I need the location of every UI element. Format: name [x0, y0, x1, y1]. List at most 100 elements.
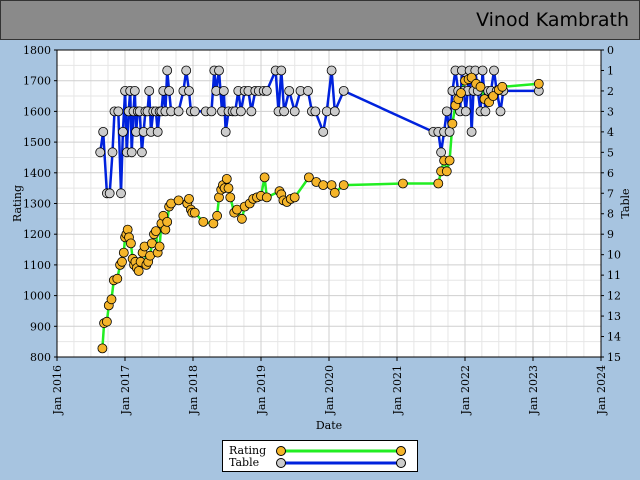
table-point [152, 126, 163, 137]
rating-point [441, 166, 452, 177]
table-point [495, 106, 506, 117]
chart-legend: Rating Table [222, 440, 418, 472]
table-point [444, 126, 455, 137]
rating-point [198, 216, 209, 227]
y-tick-label: 1700 [23, 75, 51, 88]
rating-point [318, 180, 329, 191]
table-point [129, 86, 140, 96]
y2-tick-label: 7 [607, 187, 614, 200]
table-point [113, 106, 124, 117]
table-point [441, 106, 452, 117]
rating-point [444, 155, 455, 166]
legend-swatch-table [276, 458, 406, 468]
y-tick-label: 1800 [23, 44, 51, 57]
rating-point [397, 178, 408, 189]
rating-point [261, 192, 272, 203]
rating-point [338, 180, 349, 191]
rating-point [433, 178, 444, 189]
table-point [98, 126, 109, 137]
y-tick-label: 800 [30, 351, 51, 364]
x-tick-label: Jan 2020 [323, 365, 336, 416]
y2-tick-label: 5 [607, 146, 614, 159]
rating-point [259, 172, 270, 183]
y-tick-label: 900 [30, 320, 51, 333]
table-point [107, 147, 118, 158]
y2-axis-title: Table [619, 188, 632, 218]
table-point [310, 106, 321, 117]
table-point [489, 65, 499, 76]
table-point [480, 106, 491, 117]
table-point [246, 106, 257, 117]
y2-tick-label: 4 [607, 126, 614, 139]
y2-tick-label: 9 [607, 228, 614, 241]
table-point [218, 86, 229, 96]
y-tick-label: 1000 [23, 290, 51, 303]
legend-label-table: Table [229, 456, 260, 469]
rating-point [102, 316, 112, 327]
legend-label-rating: Rating [229, 444, 267, 457]
table-point [329, 106, 340, 117]
rating-point [475, 81, 486, 92]
table-point [279, 106, 290, 117]
rating-point [236, 213, 247, 224]
x-tick-label: Jan 2024 [595, 365, 608, 416]
table-point [184, 86, 194, 96]
y2-tick-label: 1 [607, 64, 614, 77]
header-bar: Vinod Kambrath [0, 0, 640, 40]
x-tick-label: Jan 2016 [51, 365, 64, 416]
table-point [136, 147, 147, 158]
x-tick-label: Jan 2023 [527, 365, 540, 416]
rating-point [117, 256, 127, 267]
y2-tick-label: 15 [607, 351, 621, 364]
rating-point [150, 226, 161, 237]
table-point [466, 126, 477, 137]
rating-point [533, 78, 544, 89]
table-point [181, 65, 192, 76]
table-point [338, 86, 349, 96]
rating-point [118, 247, 129, 258]
y2-tick-label: 0 [607, 44, 614, 57]
x-tick-label: Jan 2018 [187, 365, 200, 416]
rating-point [112, 273, 123, 284]
y-tick-label: 1200 [23, 228, 51, 241]
x-tick-label: Jan 2019 [255, 365, 268, 416]
table-point [206, 106, 217, 117]
table-point [126, 147, 137, 158]
y2-tick-label: 2 [607, 85, 614, 98]
y-tick-label: 1500 [23, 136, 51, 149]
rating-point [225, 192, 236, 203]
x-axis-title: Date [316, 419, 342, 432]
rating-point [184, 193, 194, 204]
table-point [326, 65, 337, 76]
rating-point [106, 294, 117, 305]
table-point [261, 86, 272, 96]
table-point [104, 188, 115, 199]
rating-point [133, 266, 144, 276]
rating-point [221, 173, 232, 184]
y2-tick-label: 8 [607, 208, 614, 221]
rating-point [154, 241, 165, 252]
legend-item-table: Table [229, 456, 415, 470]
y-axis-title: Rating [11, 185, 24, 222]
rating-point [189, 207, 200, 218]
x-tick-label: Jan 2022 [459, 365, 472, 416]
legend-item-rating: Rating [229, 444, 415, 458]
rating-point [456, 88, 466, 98]
x-tick-label: Jan 2021 [391, 365, 404, 416]
rating-point [223, 183, 234, 194]
table-point [235, 106, 246, 117]
table-point [162, 65, 173, 76]
table-point [318, 126, 329, 137]
player-name: Vinod Kambrath [476, 9, 629, 31]
y2-tick-label: 6 [607, 167, 614, 180]
table-point [436, 147, 447, 158]
y2-tick-label: 3 [607, 105, 614, 118]
table-point [173, 106, 184, 117]
table-point [276, 65, 287, 76]
table-point [116, 188, 126, 199]
y-tick-label: 1400 [23, 167, 51, 180]
table-point [460, 106, 471, 117]
y2-tick-label: 13 [607, 310, 621, 323]
rating-point [173, 195, 184, 206]
legend-swatch-rating [276, 446, 406, 456]
